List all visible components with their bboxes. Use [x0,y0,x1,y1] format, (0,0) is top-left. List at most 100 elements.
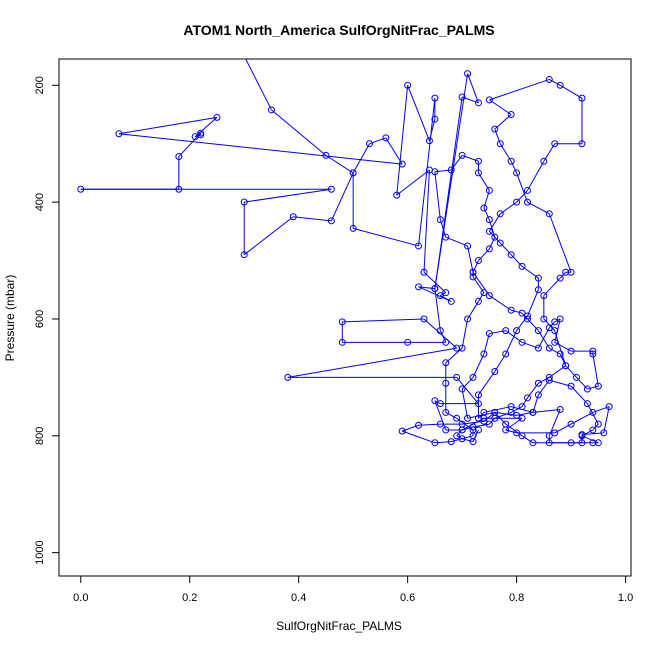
data-point [349,224,357,232]
series-line-segment [445,236,468,247]
series-line-segment [488,236,496,250]
data-point [545,373,553,381]
data-point [431,397,439,405]
series-line-segment [527,289,539,317]
data-point [578,432,586,440]
series-line-segment [456,429,463,437]
data-point [551,318,559,326]
series-line-segment [510,406,523,413]
series-line-segment [467,411,495,419]
data-point [523,186,531,194]
data-point [469,268,477,276]
series-line-segment [243,216,294,256]
series-line-segment [570,411,594,425]
data-point [431,168,439,176]
data-point [502,420,510,428]
series-line-segment [478,371,496,396]
data-point [480,289,488,297]
data-point [469,423,477,431]
series-line-segment [581,429,594,437]
data-point [464,315,472,323]
data-point [545,376,553,384]
data-point [545,432,553,440]
y-axis-label: Pressure (mbar) [3,275,17,362]
series-line-segment [505,429,517,434]
data-point [600,429,608,437]
data-point [513,169,521,177]
series-line-segment [118,116,218,135]
data-point [442,426,450,434]
data-point [578,140,586,148]
series-line-segment [461,377,474,390]
series-line-segment [527,318,539,331]
series-line-segment [549,379,572,387]
data-point [458,344,466,352]
data-point [431,439,439,447]
x-tick-label: 0.8 [509,592,524,604]
series-line-segment [548,409,561,436]
data-point [485,420,493,428]
data-point [436,420,444,428]
data-point [349,169,357,177]
data-point [77,185,85,193]
data-point [469,426,477,434]
series-line-segment [244,188,332,203]
series-line-segment [342,318,425,323]
data-point [583,400,591,408]
plot-area [77,59,613,447]
data-point [567,439,575,447]
series-line-segment [434,73,469,289]
series-line-segment [537,327,550,349]
data-point [480,204,488,212]
data-point [534,391,542,399]
data-point [474,414,482,422]
data-point [458,93,466,101]
data-point [545,439,553,447]
data-point [551,140,559,148]
data-point [578,94,586,102]
data-point [447,438,455,446]
data-point [594,420,602,428]
data-point [480,350,488,358]
series-line-segment [499,242,512,256]
data-point [518,338,526,346]
data-point [442,233,450,241]
data-point [589,350,597,358]
data-point [518,309,526,317]
data-point [398,427,406,435]
data-point [523,315,531,323]
data-point [507,110,515,118]
series-line-segment [445,347,463,364]
data-point [458,385,466,393]
data-point [322,151,330,159]
data-point [240,251,248,259]
data-point [404,338,412,346]
data-point [518,432,526,440]
series-line-segment [483,406,512,413]
data-point [382,134,390,142]
series-line-segment [434,288,441,331]
series-line-segment [516,190,528,203]
data-point [464,70,472,78]
y-axis: 200 400 600 800 1000 [34,76,60,565]
data-point [523,312,531,320]
series-line-segment [527,201,550,215]
data-point [567,420,575,428]
data-point [474,99,482,107]
data-point [464,414,472,422]
x-axis: 0.0 0.2 0.4 0.6 0.8 1.0 [73,575,633,604]
data-point [496,140,504,148]
series-line-segment [527,160,545,191]
data-point [415,283,423,291]
data-point [442,289,450,297]
data-point [513,411,521,419]
data-point [529,408,537,416]
data-point [507,306,515,314]
data-point [442,338,450,346]
data-point [327,217,335,225]
series-line-segment [418,286,452,302]
data-point [425,137,433,145]
data-point [529,439,537,447]
y-tick-label: 200 [34,76,46,94]
x-axis-label: SulfOrgNitFrac_PALMS [276,619,402,633]
